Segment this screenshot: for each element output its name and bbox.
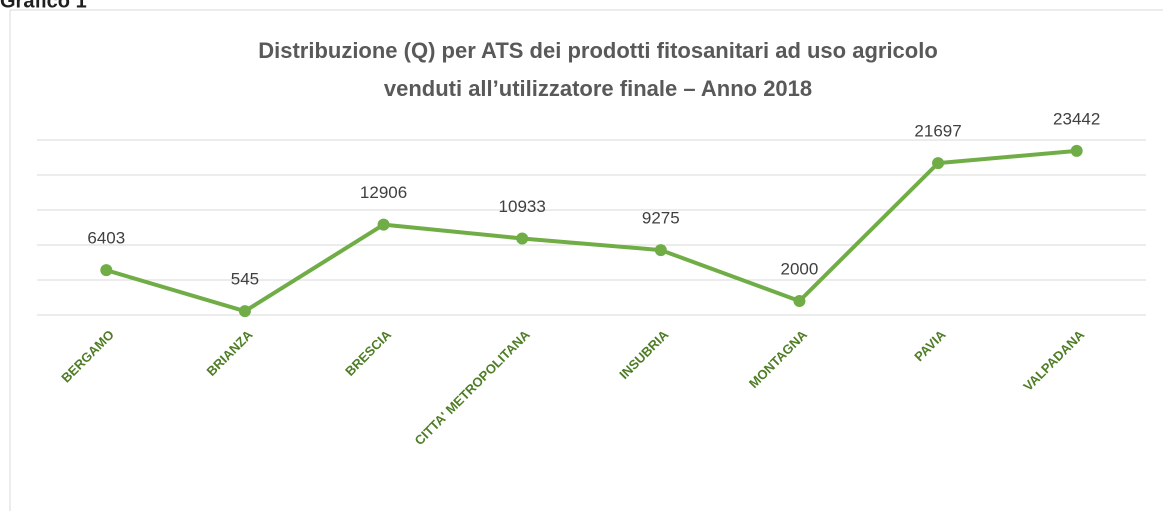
chart-frame: [9, 9, 1163, 511]
x-tick-label: BRESCIA: [342, 327, 394, 379]
data-point: [238, 305, 251, 318]
x-tick-label: PAVIA: [911, 327, 949, 365]
data-point: [516, 232, 529, 245]
chart-title: venduti all’utilizzatore finale – Anno 2…: [384, 76, 812, 101]
x-tick-label: BERGAMO: [58, 327, 117, 386]
data-point: [1070, 144, 1083, 157]
x-tick-label: MONTAGNA: [746, 327, 810, 391]
data-point: [793, 295, 806, 307]
x-tick-label: BRIANZA: [204, 327, 256, 379]
chart-title: Distribuzione (Q) per ATS dei prodotti f…: [258, 38, 938, 63]
data-point: [100, 264, 113, 277]
data-label: 2000: [781, 259, 819, 278]
data-label: 6403: [87, 229, 125, 248]
data-label: 21697: [914, 122, 961, 141]
data-label: 545: [231, 270, 259, 289]
data-line: [105, 148, 1077, 314]
x-tick-label: CITTA' METROPOLITANA: [412, 327, 534, 449]
data-point: [377, 218, 390, 231]
data-label: 23442: [1053, 109, 1100, 128]
x-tick-label: INSUBRIA: [616, 327, 671, 382]
data-label: 9275: [642, 209, 680, 228]
data-point: [932, 157, 945, 170]
x-tick-label: VALPADANA: [1020, 327, 1087, 394]
data-point: [654, 244, 667, 257]
data-label: 12906: [360, 183, 407, 202]
data-label: 10933: [499, 197, 546, 216]
caption: Grafico 1: [0, 0, 87, 12]
